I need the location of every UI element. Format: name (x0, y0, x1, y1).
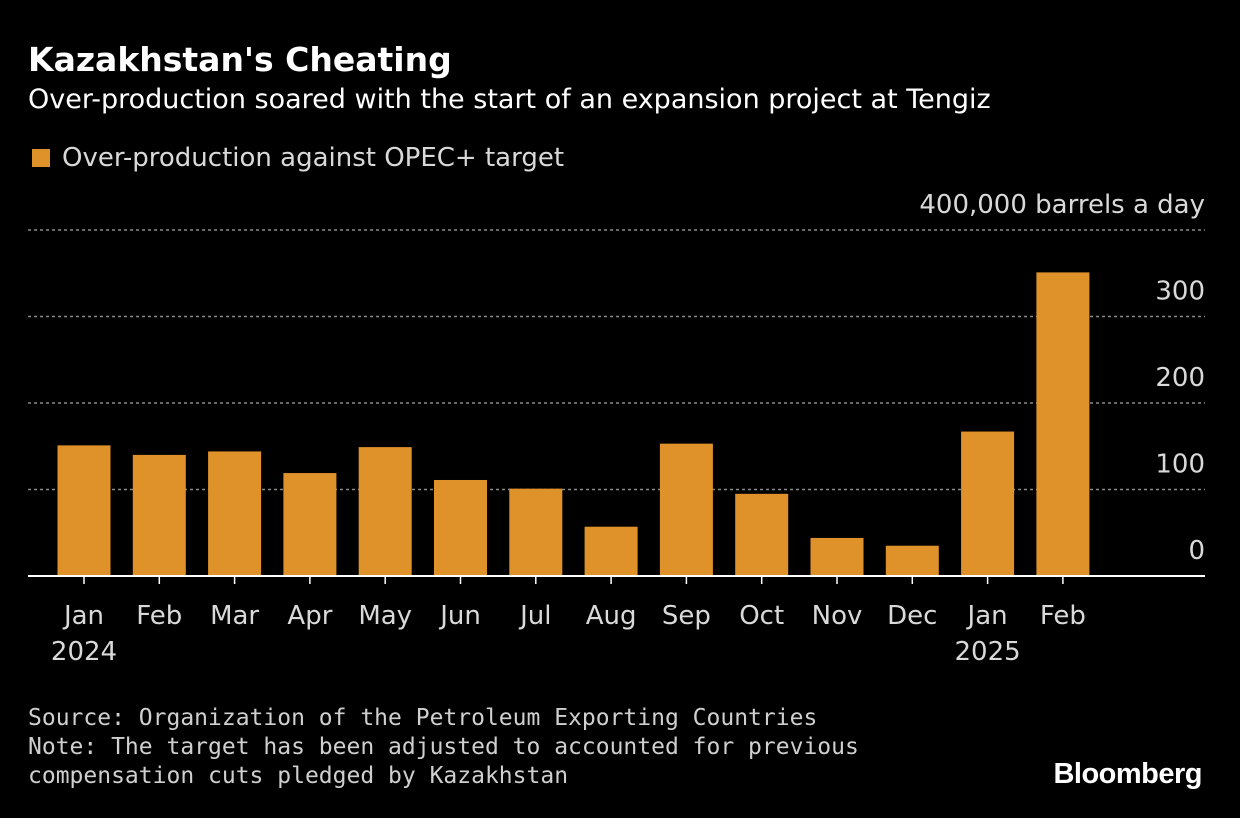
bar (358, 447, 412, 576)
bar (434, 479, 487, 576)
x-tick-label: Nov (812, 601, 863, 631)
x-tick-label: Feb (1040, 601, 1086, 631)
chart-subtitle: Over-production soared with the start of… (28, 84, 991, 115)
y-axis-unit-label: 400,000 barrels a day (919, 190, 1205, 220)
x-tick-label: Aug (586, 601, 637, 631)
bloomberg-logo: Bloomberg (1053, 758, 1202, 790)
x-tick-label: Dec (887, 601, 937, 631)
y-tick-label: 300 (1155, 277, 1205, 307)
bar (283, 473, 337, 576)
x-tick-label: Mar (210, 601, 259, 631)
bar (584, 526, 638, 576)
x-tick-label: Feb (136, 601, 182, 631)
x-tick-label: Jun (438, 601, 481, 631)
x-year-label: 2024 (51, 637, 117, 667)
y-tick-label: 100 (1155, 450, 1205, 480)
bar (57, 445, 111, 576)
bar (961, 431, 1015, 576)
x-tick-label: May (358, 601, 412, 631)
bar-chart: 400,000 barrels a day 0 100 200 300 Jan Feb Mar… (28, 190, 1205, 667)
x-year-label: 2025 (955, 637, 1021, 667)
bar (810, 537, 864, 576)
bar (735, 493, 789, 576)
x-tick-label: Jan (966, 601, 1008, 631)
bar (885, 545, 939, 576)
bar (659, 443, 713, 576)
legend-label: Over-production against OPEC+ target (62, 143, 565, 173)
legend-swatch (32, 149, 50, 167)
footnote-line-2: compensation cuts pledged by Kazakhstan (28, 763, 569, 789)
bar (509, 488, 563, 576)
x-tick-label: Apr (287, 601, 332, 631)
y-tick-label: 200 (1155, 363, 1205, 393)
chart-title: Kazakhstan's Cheating (28, 40, 452, 79)
x-tick-label: Oct (739, 601, 784, 631)
footer: Source: Organization of the Petroleum Ex… (28, 704, 859, 791)
footnote-line-1: Note: The target has been adjusted to ac… (28, 734, 859, 760)
legend: Over-production against OPEC+ target (32, 143, 564, 173)
x-tick-label: Sep (662, 601, 711, 631)
x-tick-label: Jul (518, 601, 551, 631)
source-note: Source: Organization of the Petroleum Ex… (28, 705, 818, 731)
x-tick-label: Jan (62, 601, 104, 631)
y-tick-label: 0 (1188, 536, 1205, 566)
bar (208, 451, 262, 576)
bar (132, 454, 186, 576)
bar (1036, 272, 1090, 576)
